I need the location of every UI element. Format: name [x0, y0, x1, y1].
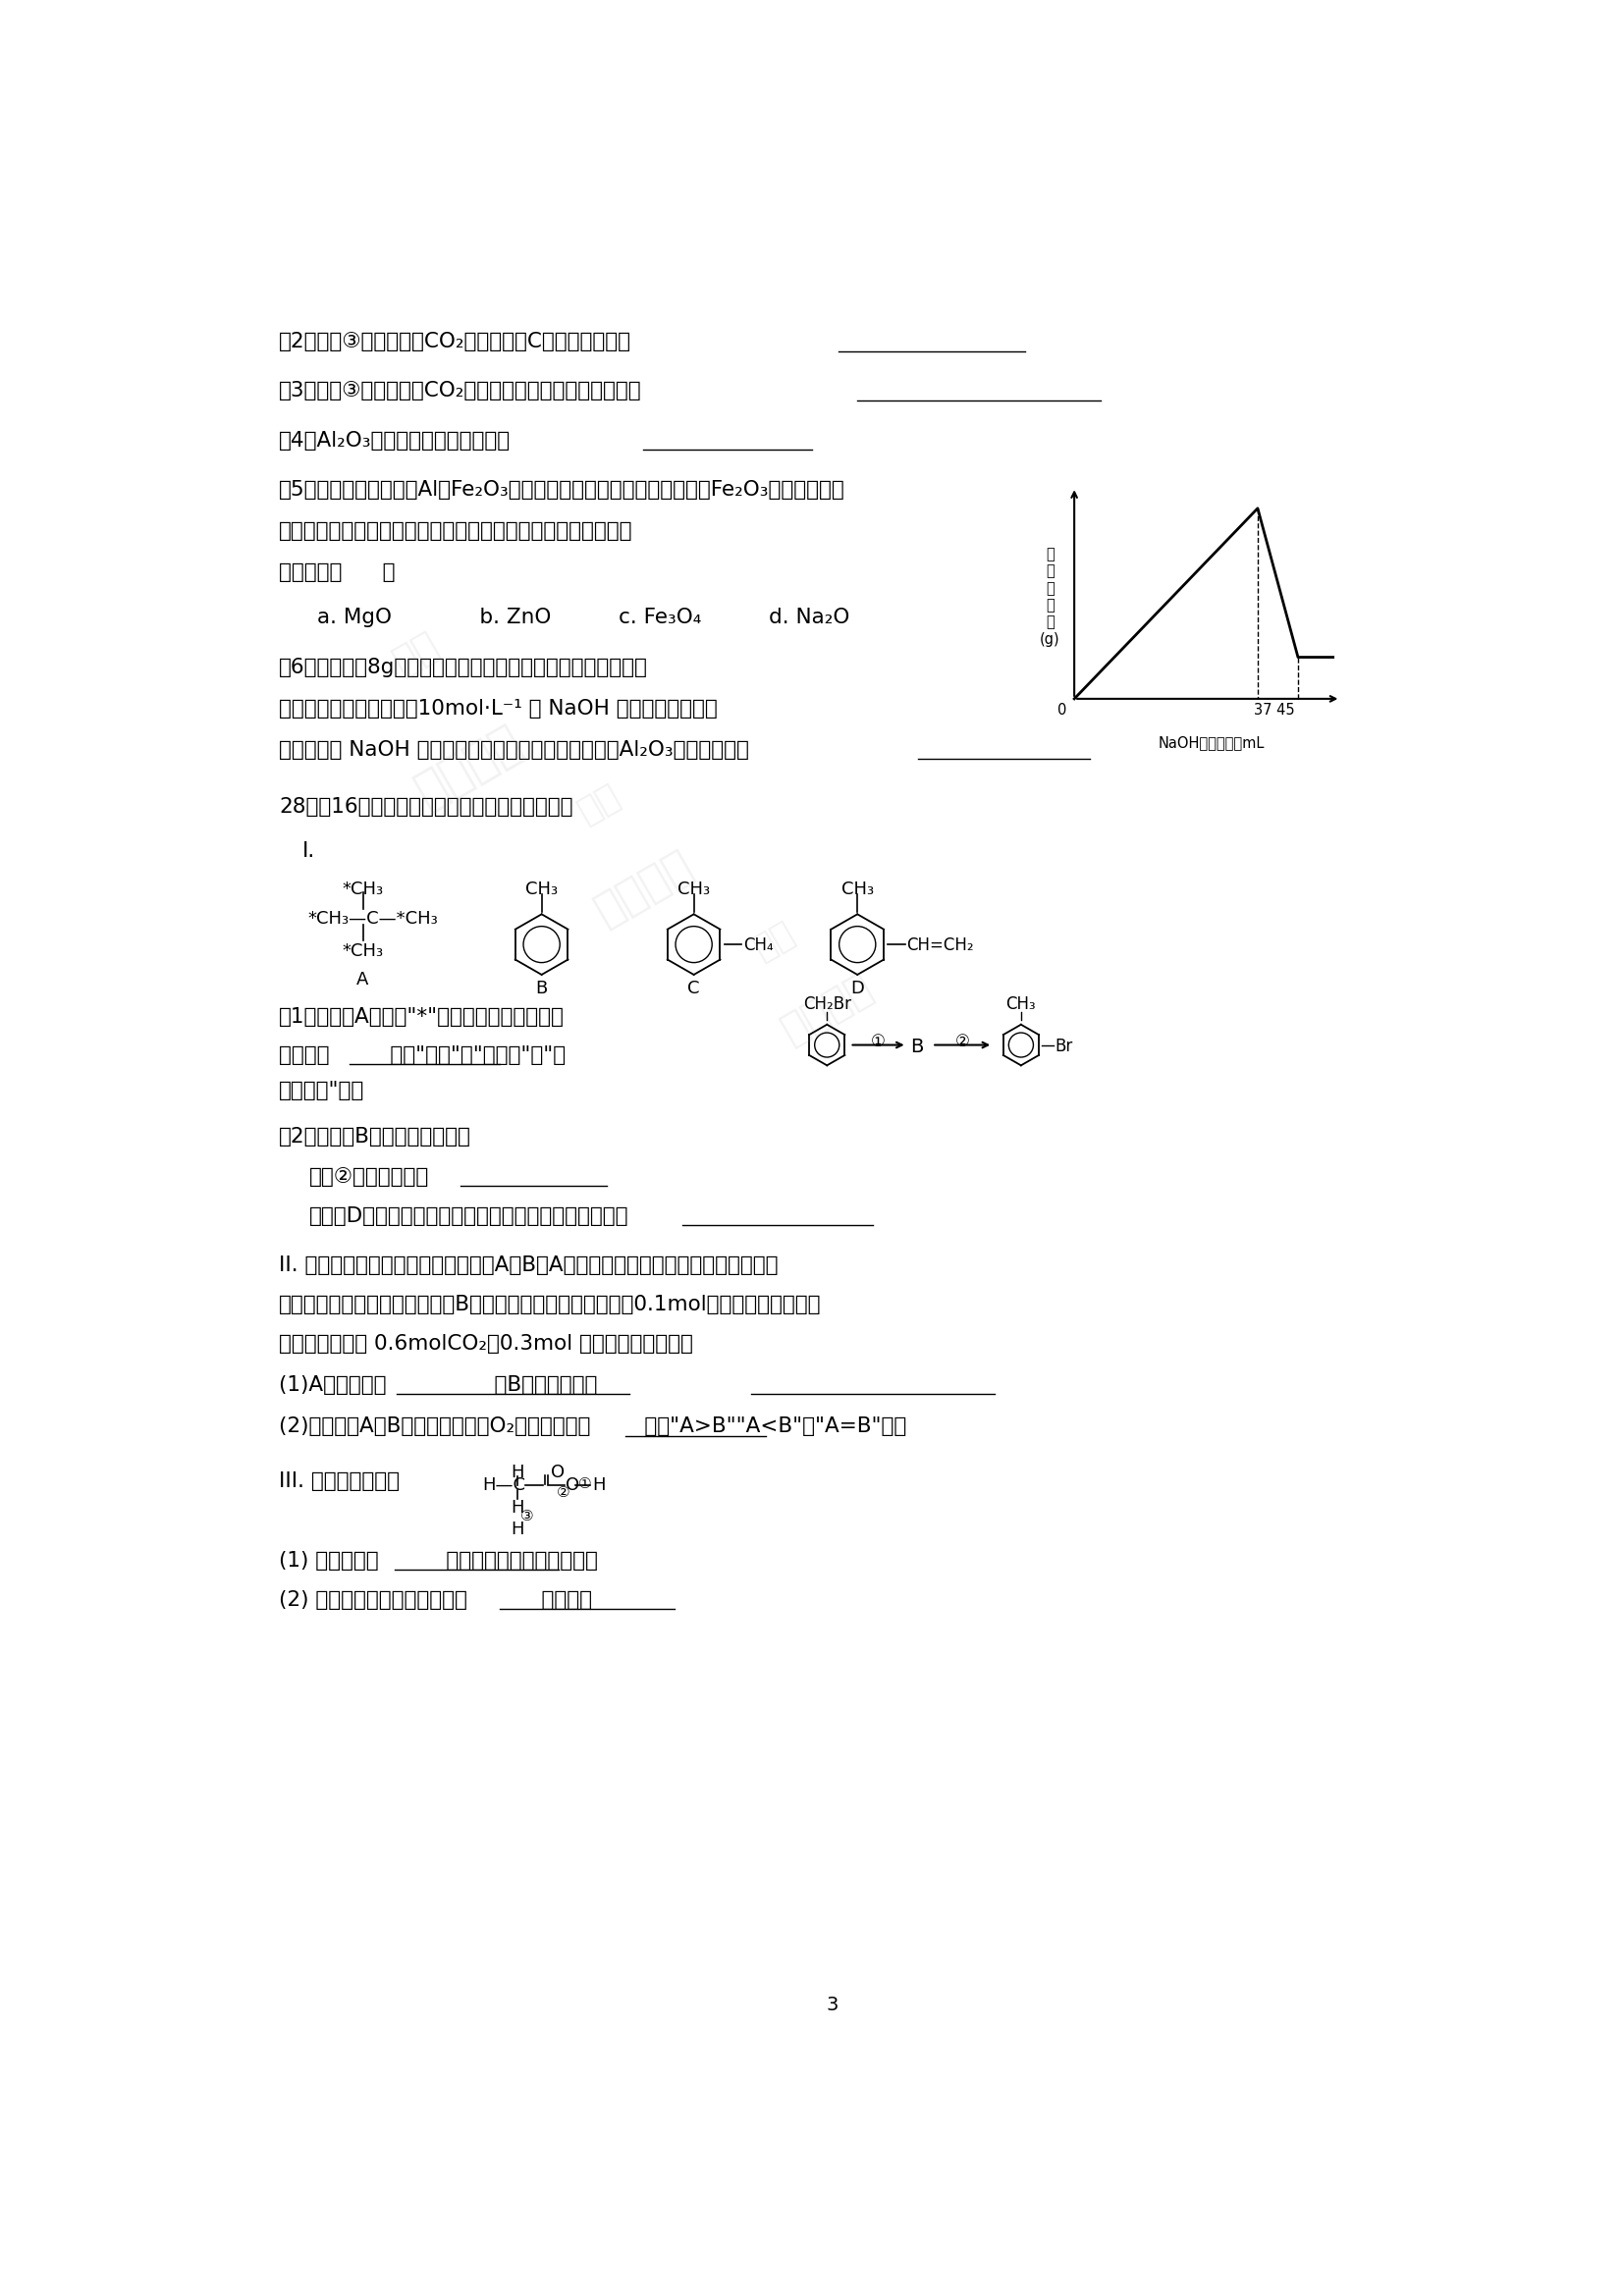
- Text: （3）步骤③中通入过量CO₂气体而不加入过量盐酸的理由是: （3）步骤③中通入过量CO₂气体而不加入过量盐酸的理由是: [279, 381, 641, 402]
- Text: C: C: [687, 980, 700, 999]
- Text: ③: ③: [520, 1508, 534, 1525]
- Text: 有机物D在一定条件下生成高分子化合物的化学方程式为: 有机物D在一定条件下生成高分子化合物的化学方程式为: [310, 1205, 628, 1226]
- Text: H: H: [510, 1499, 525, 1518]
- Text: 与很多金属氧化物组成铝热剂。下列氧化物中不能与铝粉组成铝: 与很多金属氧化物组成铝热剂。下列氧化物中不能与铝粉组成铝: [279, 521, 633, 542]
- Text: （2）步骤③中通入过量CO₂，产生沉淀C的离子方程式为: （2）步骤③中通入过量CO₂，产生沉淀C的离子方程式为: [279, 333, 632, 351]
- Text: (2)等质量的A、B完全燃烧时消耗O₂的物质的量：        （填"A>B""A<B"或"A=B"）。: (2)等质量的A、B完全燃烧时消耗O₂的物质的量： （填"A>B""A<B"或"…: [279, 1417, 906, 1437]
- Text: 搜索: 搜索: [572, 781, 625, 829]
- Text: 搜索: 搜索: [387, 627, 445, 682]
- Text: H: H: [510, 1465, 525, 1481]
- Text: (1) 乙酸电离时          （填序号，下同）键断裂；: (1) 乙酸电离时 （填序号，下同）键断裂；: [279, 1550, 598, 1570]
- Text: 3: 3: [827, 1995, 838, 2014]
- Text: Br: Br: [1056, 1038, 1073, 1056]
- Text: （4）Al₂O₃中所含的化学键的类型为: （4）Al₂O₃中所含的化学键的类型为: [279, 429, 512, 450]
- Text: O: O: [567, 1476, 580, 1495]
- Text: ①: ①: [870, 1033, 885, 1052]
- Text: 37 45: 37 45: [1254, 703, 1294, 719]
- Text: II. 从煤和石油中可以提炼出化工原料A和B，A是一种果实催熟剂，它的产量用来衡量: II. 从煤和石油中可以提炼出化工原料A和B，A是一种果实催熟剂，它的产量用来衡…: [279, 1256, 778, 1274]
- Text: B: B: [536, 980, 547, 999]
- Text: CH₃: CH₃: [841, 879, 874, 898]
- Text: CH₃: CH₃: [677, 879, 710, 898]
- Text: 高考兄道: 高考兄道: [775, 967, 880, 1052]
- Text: 一个国家的石油化工发展水平；B是一种比水轻的油状液态烃，0.1mol该烃在足量的氧气中: 一个国家的石油化工发展水平；B是一种比水轻的油状液态烃，0.1mol该烃在足量的…: [279, 1295, 822, 1313]
- Text: O: O: [551, 1465, 565, 1481]
- Text: *CH₃: *CH₃: [343, 941, 383, 960]
- Text: CH₃: CH₃: [525, 879, 559, 898]
- Text: 搜索: 搜索: [747, 916, 799, 964]
- Text: III. 乙酸的结构式为: III. 乙酸的结构式为: [279, 1472, 400, 1490]
- Text: ②: ②: [955, 1033, 970, 1052]
- Text: B: B: [909, 1038, 924, 1056]
- Text: 高考兄道: 高考兄道: [408, 719, 531, 815]
- Text: 0: 0: [1057, 703, 1067, 719]
- Text: ①: ①: [578, 1476, 591, 1492]
- Text: a. MgO             b. ZnO          c. Fe₃O₄          d. Na₂O: a. MgO b. ZnO c. Fe₃O₄ d. Na₂O: [317, 608, 849, 627]
- Text: 四面体形"）。: 四面体形"）。: [279, 1081, 365, 1100]
- Text: 28．（16分）请结合下列有机物回答相关问题：: 28．（16分）请结合下列有机物回答相关问题：: [279, 797, 573, 817]
- Text: (2) 乙酸与乙醇发生酯化反应时           键断裂。: (2) 乙酸与乙醇发生酯化反应时 键断裂。: [279, 1589, 593, 1609]
- Text: I.: I.: [302, 840, 315, 861]
- Text: 热剂的是（      ）: 热剂的是（ ）: [279, 563, 396, 583]
- Text: NaOH溶液的体积mL: NaOH溶液的体积mL: [1158, 735, 1265, 751]
- Text: 其中②的反应条件为: 其中②的反应条件为: [310, 1166, 430, 1187]
- Text: 滤，然后，向滤液中加入10mol·L⁻¹ 的 NaOH 溶液，产生沉淀的: 滤，然后，向滤液中加入10mol·L⁻¹ 的 NaOH 溶液，产生沉淀的: [279, 698, 718, 719]
- Text: *CH₃—C—*CH₃: *CH₃—C—*CH₃: [309, 912, 438, 928]
- Text: 沉
淀
的
质
量
(g): 沉 淀 的 质 量 (g): [1039, 546, 1060, 647]
- Text: CH₄: CH₄: [744, 937, 773, 955]
- Text: 完全燃烧，生成 0.6molCO₂和0.3mol 水。回答下列问题：: 完全燃烧，生成 0.6molCO₂和0.3mol 水。回答下列问题：: [279, 1334, 693, 1352]
- Text: 高考兄道: 高考兄道: [588, 843, 700, 932]
- Text: ②: ②: [557, 1486, 570, 1499]
- Text: 的图形为         （填"菱形"、"正方形"或"正: 的图形为 （填"菱形"、"正方形"或"正: [279, 1045, 565, 1065]
- Text: H: H: [591, 1476, 606, 1495]
- Text: A: A: [357, 971, 369, 990]
- Text: D: D: [851, 980, 864, 999]
- Text: *CH₃: *CH₃: [343, 879, 383, 898]
- Text: （6）准确称取8g铝土矿样品，加入过量的稀盐酸充分反应，过: （6）准确称取8g铝土矿样品，加入过量的稀盐酸充分反应，过: [279, 657, 648, 677]
- Text: CH₃: CH₃: [1005, 996, 1036, 1013]
- Text: H—C: H—C: [482, 1476, 526, 1495]
- Text: CH₂Br: CH₂Br: [802, 996, 851, 1013]
- Text: （5）在生活中，常利用Al与Fe₂O₃间的铝热反应来进行焊接钢轨。除了Fe₂O₃，铝粉还可以: （5）在生活中，常利用Al与Fe₂O₃间的铝热反应来进行焊接钢轨。除了Fe₂O₃…: [279, 480, 846, 498]
- Text: CH=CH₂: CH=CH₂: [906, 937, 974, 955]
- Text: （1）有机物A中标注"*"的碳原子连接起来构成: （1）有机物A中标注"*"的碳原子连接起来构成: [279, 1008, 565, 1026]
- Text: (1)A的电子式为                ，B的结构简式为: (1)A的电子式为 ，B的结构简式为: [279, 1375, 598, 1396]
- Text: 质量与加入 NaOH 溶液的体积关系如图所示，则样品中Al₂O₃的百分含量为: 质量与加入 NaOH 溶液的体积关系如图所示，则样品中Al₂O₃的百分含量为: [279, 739, 749, 760]
- Text: （2）有机物B能实现如下转化：: （2）有机物B能实现如下转化：: [279, 1127, 471, 1148]
- Text: H: H: [510, 1520, 525, 1538]
